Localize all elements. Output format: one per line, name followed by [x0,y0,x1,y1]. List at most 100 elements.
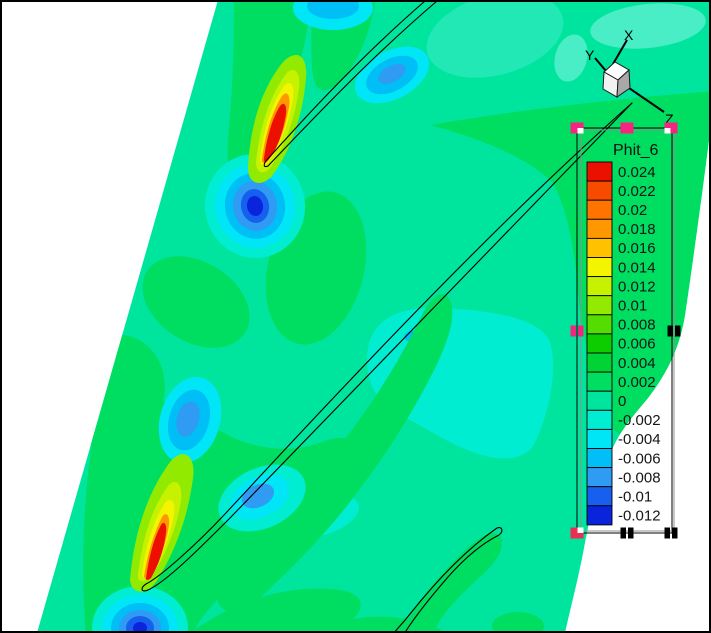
blue-patch-b [378,64,406,84]
legend-level-labels: 0.024 0.022 0.02 0.018 0.016 0.014 0.012 0.01 0.… [618,164,661,525]
legend-level-label: 0.022 [618,183,656,200]
legend-color-box [586,199,613,220]
contour-legend[interactable]: Phit_6 0.024 0.022 0.02 0.018 0.016 0.014 0.01… [570,122,681,539]
legend-color-box [586,428,613,449]
axis-triad-lines [594,39,665,113]
axis-triad-labels: X Y Z [585,27,674,127]
legend-level-label: 0.02 [618,202,647,219]
legend-color-box [586,180,613,201]
cube-face [616,68,631,98]
mint-patch [426,0,564,78]
axis-label-z: Z [665,111,674,127]
handle-part[interactable] [570,527,584,539]
green-wedge-right [430,91,709,440]
green-corner [492,612,544,633]
mint-patch [554,34,588,82]
green-bottom [186,588,361,633]
legend-color-box [586,448,613,469]
blade-2-outline [141,102,633,592]
handle-part[interactable] [664,122,678,134]
axis-triad-cube [602,61,631,98]
handle-notch [577,527,584,533]
legend-color-box [586,237,613,258]
handle-part[interactable] [620,527,627,539]
blob1-core [246,196,264,216]
streak2-core [145,522,167,580]
legend-color-box [586,276,613,297]
legend-color-box [586,467,613,488]
legend-level-label: 0.004 [618,355,656,372]
selection-handle[interactable] [570,527,584,539]
legend-color-box [586,314,613,335]
legend-color-box [586,295,613,316]
legend-level-label: -0.008 [618,469,661,486]
mint-patch [590,3,706,49]
handle-part[interactable] [667,325,674,337]
legend-colorbar [586,161,613,526]
axis-line-y [594,57,607,72]
legend-level-label: 0.006 [618,336,656,353]
legend-level-label: 0.01 [618,297,647,314]
legend-color-box [586,505,613,526]
legend-color-box [586,333,613,354]
selection-handle[interactable] [570,325,584,337]
blade-outlines [141,0,633,633]
axis-line-x [612,39,628,65]
legend-level-label: 0.014 [618,259,656,276]
legend-level-label: -0.006 [618,450,661,467]
handle-notch [664,128,671,134]
green-blob [142,256,250,348]
legend-color-box [586,409,613,430]
handle-part[interactable] [672,527,678,539]
streak1-core [263,103,287,162]
handle-part[interactable] [675,325,681,337]
blue-patch-d [176,401,200,437]
selection-handle[interactable] [664,122,678,134]
legend-level-label: -0.004 [618,431,661,448]
blue-patch-top [307,0,359,19]
legend-color-box [586,257,613,278]
legend-selection-handles[interactable] [570,122,681,539]
axis-line-z [628,87,665,113]
legend-level-label: -0.002 [618,412,661,429]
legend-color-box [586,390,613,411]
legend-color-box [586,371,613,392]
legend-level-label: -0.01 [618,488,652,505]
handle-part[interactable] [570,122,584,134]
legend-color-box [586,486,613,507]
blade-3-outline [392,527,503,633]
legend-level-label: 0.024 [618,164,656,181]
handle-part[interactable] [620,122,634,134]
handle-part[interactable] [578,325,584,337]
selection-handle[interactable] [664,527,678,539]
green-wake-band [217,294,453,612]
legend-level-label: 0 [618,393,626,410]
legend-level-label: 0.008 [618,317,656,334]
axis-label-x: X [624,27,634,43]
handle-part[interactable] [628,527,634,539]
handle-part[interactable] [664,527,671,539]
axis-triad: X Y Z [585,27,674,127]
legend-level-label: -0.012 [618,508,661,525]
legend-title: Phit_6 [613,142,658,159]
handle-notch [577,128,584,134]
axis-label-y: Y [585,47,595,63]
legend-color-box [586,352,613,373]
selection-handle[interactable] [570,122,584,134]
legend-level-label: 0.018 [618,221,656,238]
legend-color-box [586,161,613,182]
legend-level-label: 0.002 [618,374,656,391]
legend-level-label: 0.016 [618,240,656,257]
selection-handle[interactable] [667,325,681,337]
handle-part[interactable] [570,325,577,337]
green-bottom [398,533,502,633]
selection-handle[interactable] [620,122,634,134]
legend-color-box [586,218,613,239]
blade-1-outline [263,0,438,168]
legend-level-label: 0.012 [618,278,656,295]
cyan-patch-c [241,483,275,509]
selection-handle[interactable] [620,527,634,539]
